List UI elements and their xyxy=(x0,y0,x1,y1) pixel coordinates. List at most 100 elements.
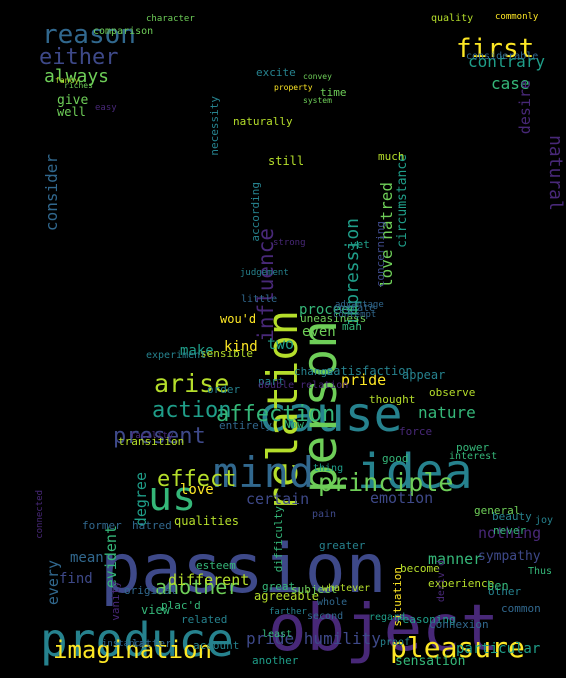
word-pleasure: pleasure xyxy=(390,631,525,664)
word-connected: connected xyxy=(35,490,45,539)
word-still: still xyxy=(268,154,305,168)
word-observe: observe xyxy=(429,386,476,399)
word-love: love xyxy=(180,482,214,498)
word-transition: transition xyxy=(118,435,185,448)
word-concerning: concerning xyxy=(374,221,387,288)
word-experience: experience xyxy=(428,577,495,590)
word-emotion: emotion xyxy=(370,489,434,507)
word-kind: kind xyxy=(224,339,258,355)
word-farther: farther xyxy=(269,607,307,617)
word-other: other xyxy=(488,585,522,598)
word-account: account xyxy=(193,639,240,652)
word-us: us xyxy=(148,474,197,520)
word-first: first xyxy=(456,34,535,64)
word-second: second xyxy=(307,611,344,622)
word-interest: interest xyxy=(449,451,498,462)
word-least: least xyxy=(262,629,293,640)
word-proof: proof xyxy=(380,637,411,648)
word-now: Now xyxy=(284,418,304,431)
word-nature: nature xyxy=(418,403,476,422)
word-desire: desire xyxy=(516,80,534,135)
word-little: little xyxy=(241,294,278,305)
word-agreeable: agreeable xyxy=(254,589,320,603)
word-considerable: considerable xyxy=(466,51,539,62)
word-man: man xyxy=(342,320,362,333)
word-reasoning: reasoning xyxy=(396,613,456,626)
word-circumstance: circumstance xyxy=(395,154,410,248)
word-power: power xyxy=(456,441,490,454)
word-much: much xyxy=(378,150,405,163)
word-time: time xyxy=(320,86,347,99)
word-great: great xyxy=(262,580,296,593)
word-contrary: contrary xyxy=(468,52,546,71)
word-idea: idea xyxy=(357,444,473,500)
word-always: always xyxy=(44,66,110,87)
word-another: another xyxy=(252,654,299,667)
word-appear: appear xyxy=(402,368,446,382)
word-consider: consider xyxy=(42,154,61,232)
word-esteem: esteem xyxy=(196,559,236,572)
word-double-relation: double relation xyxy=(258,380,349,391)
word-excite: excite xyxy=(256,66,296,79)
word-greater: greater xyxy=(319,539,366,552)
word-former: former xyxy=(82,519,122,532)
word-mean: mean xyxy=(70,550,104,566)
word-present: present xyxy=(113,424,206,449)
word-mind: mind xyxy=(213,448,315,497)
word-another: another xyxy=(155,575,240,599)
word-affection: affection xyxy=(216,402,336,427)
word-comparison: comparison xyxy=(93,26,154,37)
word-good: good xyxy=(382,452,409,465)
word-hatred: hatred xyxy=(132,519,172,532)
word-become: become xyxy=(400,562,440,575)
word-give: give xyxy=(57,93,89,108)
word-fancy: fancy xyxy=(55,76,80,85)
word-part: part xyxy=(258,375,285,388)
word-make: make xyxy=(180,343,214,359)
word-commonly: commonly xyxy=(495,12,539,22)
word-natural: natural xyxy=(545,135,566,211)
word-reason: reason xyxy=(42,20,136,50)
word-riches: riches xyxy=(64,81,93,90)
word-regard: regard xyxy=(369,612,406,623)
word-advantage: advantage xyxy=(335,300,384,310)
word-even: even xyxy=(302,324,336,340)
word-instance: instance xyxy=(102,639,146,649)
word-change: change xyxy=(294,365,334,378)
word-experiment: experiment xyxy=(146,350,207,361)
word-vanity: vanity xyxy=(109,581,122,621)
word-naturally: naturally xyxy=(233,115,293,128)
word-produce: produce xyxy=(40,613,234,667)
word-plac-d: plac'd xyxy=(161,599,201,612)
word-passion: passion xyxy=(100,530,387,609)
word-sensation: sensation xyxy=(395,654,466,669)
word-case: case xyxy=(491,74,530,93)
word-pride: pride xyxy=(341,371,387,389)
word-judgement: judgement xyxy=(240,268,289,278)
word-certain: certain xyxy=(246,490,310,508)
word-beauty: beauty xyxy=(492,510,532,523)
word-character: character xyxy=(146,14,195,24)
word-system: system xyxy=(303,96,332,105)
word-never: never xyxy=(493,524,527,537)
word-thing: thing xyxy=(313,463,344,474)
word-subject: subject xyxy=(291,583,338,596)
word-effect: effect xyxy=(157,467,237,492)
word-whatever: whatever xyxy=(322,583,371,594)
word-order: order xyxy=(207,383,241,396)
word-latter: latter xyxy=(132,637,172,650)
word-strong: strong xyxy=(273,238,306,248)
word-sympathy: sympathy xyxy=(478,549,541,564)
word-manner: manner xyxy=(428,550,483,568)
word-two: two xyxy=(267,335,295,353)
word-convey: convey xyxy=(303,72,332,81)
word-difficulty: difficulty xyxy=(272,506,285,573)
word-joy: joy xyxy=(535,515,554,526)
word-ben: ben xyxy=(487,579,509,593)
word-uneasiness: uneasiness xyxy=(300,312,367,325)
word-particular: particular xyxy=(456,641,541,657)
word-qualities: qualities xyxy=(174,514,240,528)
word-necessity: necessity xyxy=(208,96,221,156)
word-connexion: connexion xyxy=(429,618,489,631)
